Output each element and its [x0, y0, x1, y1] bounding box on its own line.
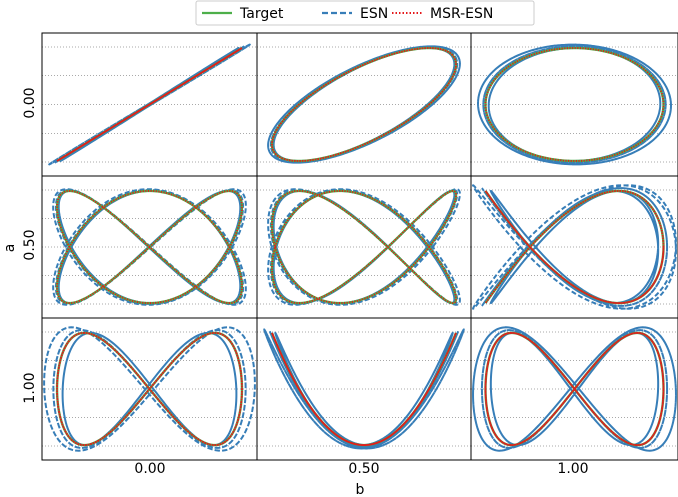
x-axis-title: b	[356, 482, 365, 497]
panel-a0.50-b0.50	[256, 175, 472, 319]
row-label-0: 0.00	[22, 87, 38, 118]
msr-esn-trajectory	[271, 47, 457, 162]
panel-frame	[256, 317, 472, 461]
msr-esn-trajectory	[271, 332, 457, 446]
panel-a0.50-b0.00	[41, 175, 258, 319]
esn-trajectory	[263, 328, 465, 450]
esn-trajectory	[482, 45, 667, 164]
panel-a0.50-b1.00	[470, 175, 678, 319]
esn-trajectory	[43, 326, 256, 452]
legend-label-esn: ESN	[360, 6, 388, 22]
esn-trajectory	[274, 331, 454, 447]
esn-trajectory	[477, 43, 672, 166]
esn-trajectory	[487, 47, 662, 162]
panel-frame	[470, 317, 678, 461]
panel-frame	[470, 32, 678, 177]
msr-esn-trajectory	[56, 332, 243, 446]
panel-a0.00-b1.00	[470, 32, 678, 177]
col-label-0: 0.00	[134, 461, 165, 477]
msr-esn-trajectory	[271, 190, 457, 304]
y-axis-title: a	[2, 244, 18, 253]
panel-a1.00-b0.00	[41, 317, 258, 461]
legend: Target ESN MSR-ESN	[195, 0, 535, 26]
esn-trajectory	[267, 45, 461, 164]
msr-esn-trajectory	[484, 332, 665, 446]
panel-a0.00-b0.00	[41, 32, 258, 177]
panel-grid	[41, 32, 678, 461]
msr-esn-trajectory	[56, 47, 243, 162]
panel-frame	[256, 32, 472, 177]
panel-a0.00-b0.50	[256, 32, 472, 177]
msr-esn-trajectory	[484, 47, 665, 162]
legend-label-msr-esn: MSR-ESN	[430, 6, 493, 22]
msr-esn-trajectory	[484, 190, 665, 304]
esn-trajectory	[61, 331, 238, 447]
row-label-1: 0.50	[22, 229, 38, 260]
col-label-2: 1.00	[557, 461, 588, 477]
legend-label-target: Target	[239, 6, 284, 22]
legend-frame	[195, 0, 535, 26]
row-label-2: 1.00	[22, 372, 38, 403]
panel-a1.00-b0.50	[256, 317, 472, 461]
panel-a1.00-b1.00	[470, 317, 678, 461]
col-label-1: 0.50	[348, 461, 379, 477]
msr-esn-trajectory	[56, 190, 243, 304]
